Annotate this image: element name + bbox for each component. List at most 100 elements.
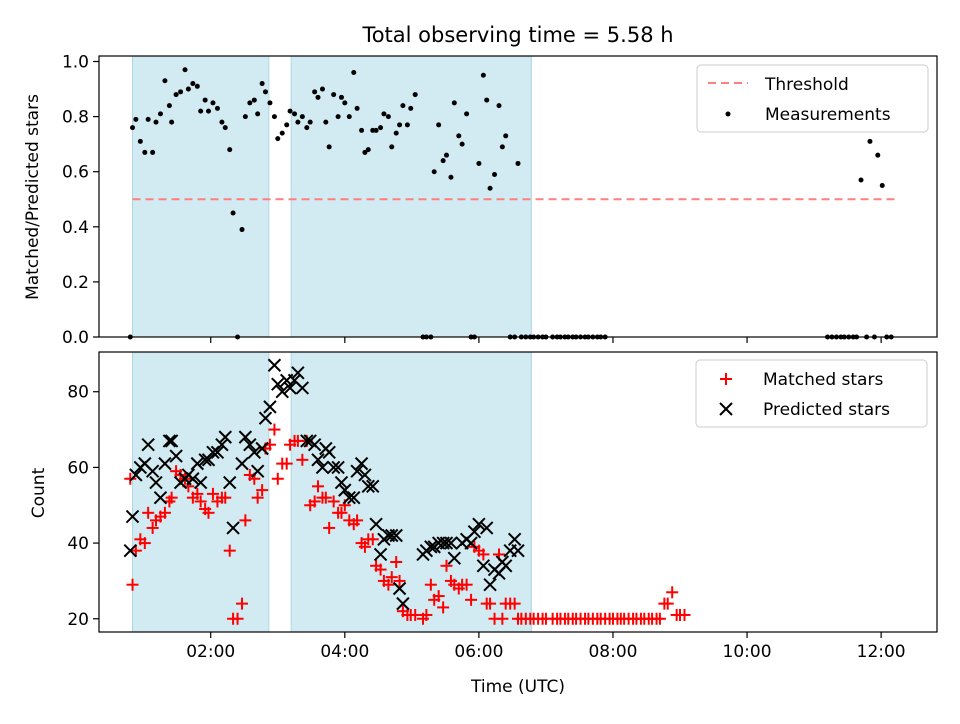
measurement-point	[354, 105, 360, 111]
matched-star-point	[437, 601, 450, 614]
measurement-point	[130, 125, 136, 131]
measurement-point	[287, 108, 293, 114]
legend-threshold-label: Threshold	[764, 75, 849, 95]
predicted-star-point	[218, 430, 232, 444]
matched-star-point	[390, 556, 403, 568]
matched-star-point	[440, 559, 453, 572]
predicted-star-point	[283, 381, 297, 395]
measurement-point	[292, 111, 298, 117]
bottom-y-axis-label: Count	[29, 467, 49, 518]
chart-title: Total observing time = 5.58 h	[361, 23, 673, 47]
predicted-star-point	[373, 547, 388, 562]
measurement-point	[436, 122, 442, 128]
measurement-point	[487, 185, 493, 191]
top-legend: Threshold Measurements	[696, 64, 929, 133]
matched-star-point	[382, 578, 395, 591]
matched-star-point	[256, 484, 269, 497]
measurement-point	[157, 111, 163, 117]
measurement-point	[178, 89, 184, 95]
measurement-point	[267, 100, 273, 106]
predicted-star-point	[169, 449, 183, 463]
predicted-star-point	[307, 437, 322, 452]
predicted-star-point	[366, 479, 380, 494]
legend-matched-label: Matched stars	[763, 370, 883, 390]
measurement-point	[247, 100, 253, 106]
measurement-point	[182, 67, 188, 73]
matched-star-point	[206, 487, 219, 500]
predicted-star-point	[247, 445, 262, 459]
matched-star-point	[393, 574, 406, 587]
matched-star-point	[409, 608, 422, 621]
x-tick-label: 02:00	[186, 642, 235, 662]
predicted-star-point	[507, 532, 522, 547]
measurement-point	[484, 97, 490, 103]
measurement-point	[459, 141, 465, 147]
top-y-ticks: 0.0 0.2 0.4 0.6 0.8 1.0	[62, 53, 99, 348]
predicted-star-point	[275, 385, 289, 399]
predicted-star-point	[162, 434, 177, 448]
top-x-ticks	[210, 337, 882, 343]
measurement-point	[346, 114, 352, 120]
measurement-point	[440, 158, 446, 164]
measurement-point	[503, 133, 509, 139]
predicted-star-point	[149, 475, 163, 490]
matched-star-point	[158, 506, 171, 519]
predicted-star-point	[238, 430, 253, 444]
predicted-star-point	[153, 490, 168, 505]
bottom-x-ticks: 02:00 04:00 06:00 08:00 10:00 12:00	[186, 632, 906, 662]
y-tick-label: 0.4	[62, 218, 89, 238]
measurement-point	[307, 119, 313, 125]
matched-star-point	[319, 491, 332, 504]
measurement-point	[312, 89, 318, 95]
measurement-point	[335, 114, 341, 120]
matched-star-point	[335, 506, 348, 519]
measurement-point	[239, 227, 245, 233]
predicted-star-point	[499, 559, 513, 573]
measurement-point	[492, 171, 498, 177]
predicted-star-point	[145, 464, 160, 478]
matched-star-point	[460, 578, 473, 591]
predicted-star-point	[311, 453, 325, 467]
matched-star-point	[236, 597, 249, 610]
matched-star-point	[223, 544, 236, 557]
predicted-star-point	[190, 456, 205, 471]
top-panel: 0.0 0.2 0.4 0.6 0.8 1.0 Matched/Predicted sta…	[23, 53, 938, 348]
legend-predicted-swatch	[719, 402, 733, 416]
matched-star-point	[385, 571, 398, 584]
matched-star-point	[124, 472, 137, 485]
measurement-point	[362, 149, 368, 155]
measurement-point	[251, 97, 257, 103]
matched-star-point	[420, 608, 433, 621]
matched-star-point	[296, 453, 309, 466]
measurement-point	[271, 114, 277, 120]
measurement-point	[389, 144, 395, 150]
matched-star-point	[661, 597, 674, 610]
shaded-interval	[290, 55, 532, 338]
y-tick-label: 0.2	[62, 273, 89, 293]
matched-star-point	[271, 472, 284, 485]
matched-star-point	[374, 563, 387, 576]
measurement-point	[448, 174, 454, 180]
predicted-star-point	[424, 540, 438, 554]
matched-star-point	[239, 514, 252, 527]
predicted-star-point	[342, 490, 356, 505]
predicted-star-point	[158, 456, 172, 471]
x-tick-label: 06:00	[454, 642, 503, 662]
measurement-point	[275, 136, 281, 142]
measurement-point	[169, 119, 175, 125]
predicted-star-point	[331, 460, 345, 475]
predicted-star-point	[123, 543, 137, 558]
matched-star-point	[432, 590, 445, 603]
legend-predicted-label: Predicted stars	[763, 400, 890, 420]
matched-star-point	[496, 612, 509, 625]
measurement-point	[185, 86, 191, 92]
matched-star-point	[358, 540, 371, 553]
measurement-point	[431, 169, 437, 175]
y-tick-label: 0.6	[62, 163, 89, 183]
predicted-star-point	[467, 525, 482, 539]
matched-star-point	[308, 495, 321, 508]
measurement-point	[150, 149, 156, 155]
measurement-point	[400, 103, 406, 109]
predicted-star-point	[291, 366, 305, 380]
